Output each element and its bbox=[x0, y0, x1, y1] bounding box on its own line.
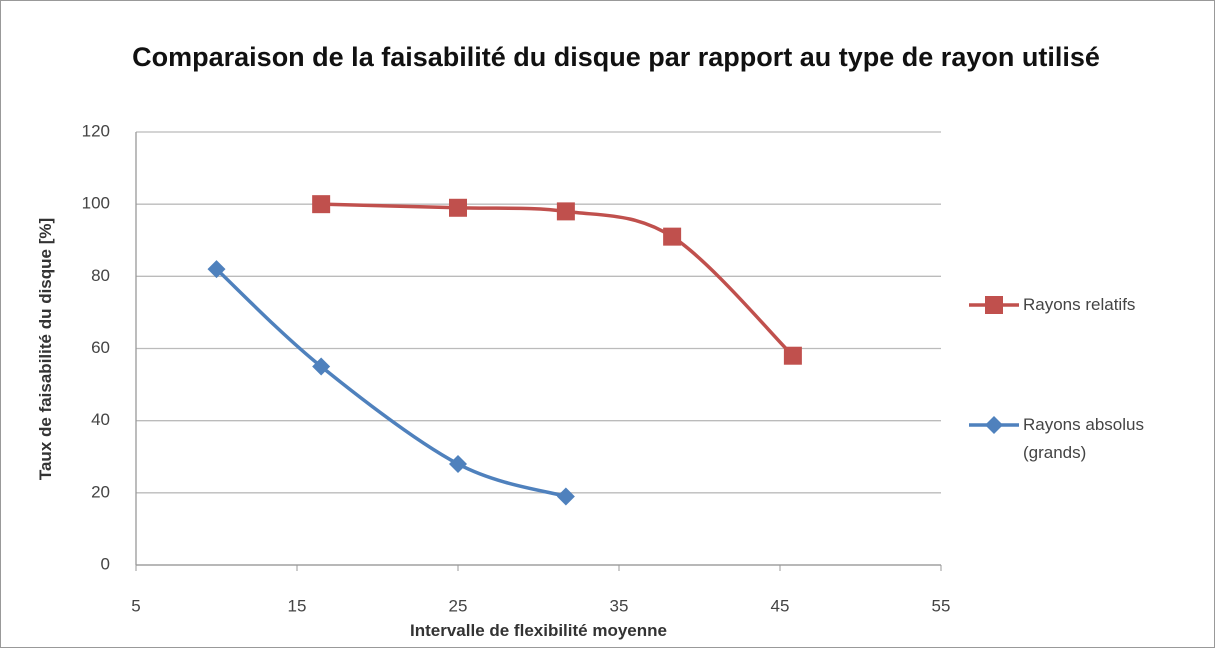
x-tick-label: 25 bbox=[449, 596, 468, 615]
x-tick-label: 55 bbox=[932, 596, 951, 615]
y-tick-label: 20 bbox=[91, 482, 110, 501]
marker bbox=[783, 346, 802, 365]
y-tick-label: 60 bbox=[91, 338, 110, 357]
marker bbox=[312, 357, 331, 376]
marker bbox=[556, 202, 575, 221]
marker bbox=[449, 198, 467, 217]
chart-title: Comparaison de la faisabilité du disque … bbox=[132, 42, 1100, 72]
series-line bbox=[215, 267, 567, 499]
y-axis-label: Taux de faisabilité du disque [%] bbox=[36, 217, 55, 481]
marker bbox=[449, 454, 467, 473]
x-tick-label: 45 bbox=[771, 596, 790, 615]
y-tick-label: 80 bbox=[91, 266, 110, 285]
x-tick-label: 15 bbox=[288, 596, 307, 615]
y-tick-label: 0 bbox=[101, 554, 110, 573]
y-tick-label: 40 bbox=[91, 410, 110, 429]
marker bbox=[556, 487, 575, 506]
legend-label: Rayons absolus (grands) bbox=[1023, 415, 1144, 462]
y-tick-label: 120 bbox=[82, 121, 110, 140]
legend-label: Rayons relatifs bbox=[1023, 295, 1136, 314]
x-axis-label: Intervalle de flexibilité moyenne bbox=[410, 621, 667, 640]
legend-marker bbox=[985, 416, 1003, 434]
marker bbox=[207, 260, 226, 279]
y-tick-label: 100 bbox=[82, 194, 110, 213]
x-tick-label: 5 bbox=[131, 596, 140, 615]
x-tick-label: 35 bbox=[610, 596, 629, 615]
legend-marker bbox=[985, 296, 1003, 314]
marker bbox=[312, 195, 331, 214]
marker bbox=[663, 227, 682, 246]
series-line bbox=[321, 202, 795, 357]
